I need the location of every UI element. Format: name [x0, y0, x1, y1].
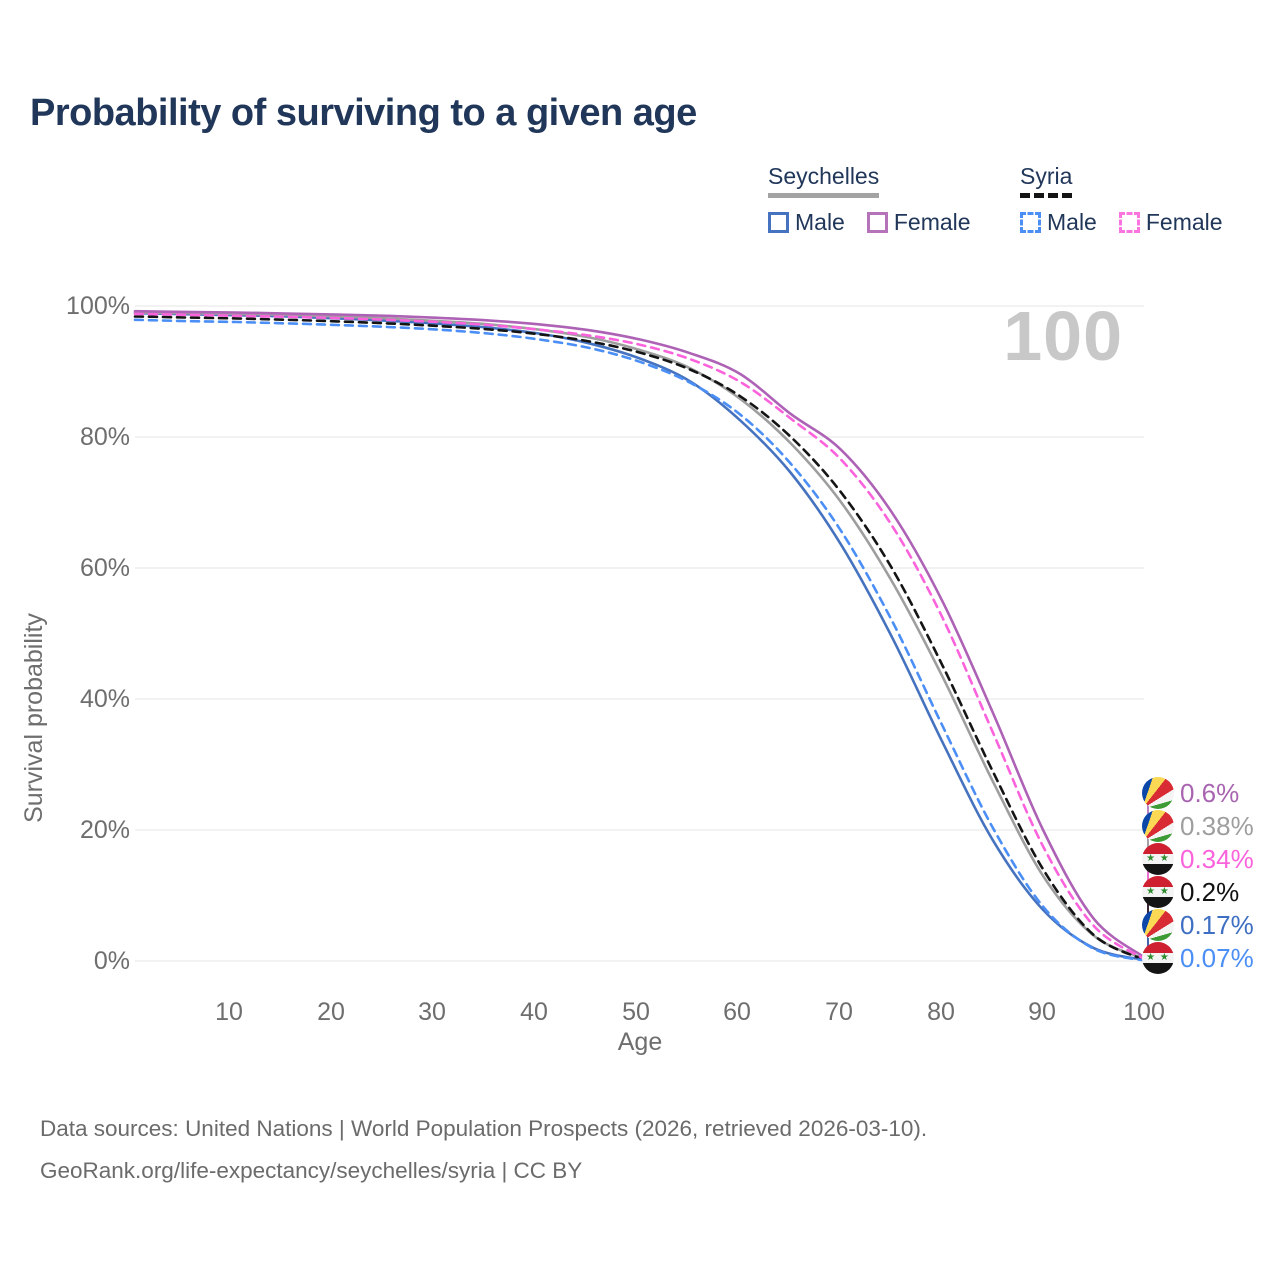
legend-country-syria[interactable]: Syria: [1020, 163, 1073, 198]
x-tick-label: 90: [1028, 998, 1056, 1026]
legend-group-seychelles: Seychelles Male Female: [768, 163, 971, 236]
legend-group-syria: Syria Male Female: [1020, 163, 1223, 236]
legend-country-seychelles[interactable]: Seychelles: [768, 163, 880, 198]
syria-flag-icon: [1142, 942, 1174, 974]
attribution-line: GeoRank.org/life-expectancy/seychelles/s…: [40, 1158, 583, 1183]
x-tick-label: 80: [927, 998, 955, 1026]
x-tick-label: 20: [317, 998, 345, 1026]
x-tick-label: 40: [520, 998, 548, 1026]
end-label-value: 0.6%: [1180, 777, 1240, 808]
legend-label-syria-male[interactable]: Male: [1047, 209, 1097, 235]
seychelles-flag-icon: [1142, 909, 1174, 941]
series-line-syria_male: [133, 318, 1146, 962]
legend-label-seychelles-female[interactable]: Female: [893, 209, 971, 235]
page-title: Probability of surviving to a given age: [30, 92, 697, 134]
y-tick-label: 80%: [79, 423, 130, 451]
x-tick-label: 30: [418, 998, 446, 1026]
seychelles-flag-icon: [1142, 810, 1174, 842]
end-label-row: 0.38%: [1142, 810, 1254, 842]
y-tick-label: 20%: [79, 816, 130, 844]
y-tick-label: 100%: [66, 292, 130, 320]
series-line-seychelles_male: [133, 311, 1146, 962]
legend-swatch-syria-male[interactable]: [1020, 212, 1041, 233]
end-label-row: 0.07%: [1142, 942, 1254, 974]
end-label-value: 0.38%: [1180, 810, 1254, 841]
x-axis-title: Age: [617, 1028, 663, 1056]
legend-swatch-seychelles-male[interactable]: [768, 212, 789, 233]
end-label-value: 0.17%: [1180, 909, 1254, 940]
series-line-seychelles_both: [133, 311, 1146, 960]
legend-swatch-seychelles-female[interactable]: [866, 212, 888, 233]
series-line-syria_female: [133, 312, 1146, 961]
end-label-value: 0.34%: [1180, 843, 1254, 874]
y-tick-label: 0%: [93, 947, 130, 975]
legend-label-seychelles-male[interactable]: Male: [795, 209, 845, 235]
series-line-syria_both: [133, 315, 1146, 961]
x-tick-label: 70: [825, 998, 853, 1026]
y-axis-title: Survival probability: [20, 613, 48, 823]
y-tick-label: 60%: [79, 554, 130, 582]
series-line-seychelles_female: [133, 309, 1146, 959]
seychelles-flag-icon: [1142, 777, 1174, 809]
legend-label-syria-female[interactable]: Female: [1145, 209, 1223, 235]
x-tick-label: 60: [723, 998, 751, 1026]
end-label-value: 0.07%: [1180, 942, 1254, 973]
syria-flag-icon: [1142, 876, 1174, 908]
x-tick-label: 50: [622, 998, 650, 1026]
x-tick-label: 100: [1123, 998, 1165, 1026]
end-label-row: 0.2%: [1142, 876, 1239, 908]
end-label-row: 0.6%: [1142, 777, 1239, 809]
data-source-note: Data sources: United Nations | World Pop…: [40, 1108, 927, 1192]
syria-flag-icon: [1142, 843, 1174, 875]
y-tick-label: 40%: [79, 685, 130, 713]
legend-swatch-syria-female[interactable]: [1118, 212, 1140, 233]
x-tick-label: 10: [215, 998, 243, 1026]
end-label-row: 0.34%: [1142, 843, 1254, 875]
end-label-value: 0.2%: [1180, 876, 1240, 907]
hovered-age-watermark: 100: [1003, 297, 1123, 375]
end-label-row: 0.17%: [1142, 909, 1254, 941]
data-source-line: Data sources: United Nations | World Pop…: [40, 1116, 928, 1141]
